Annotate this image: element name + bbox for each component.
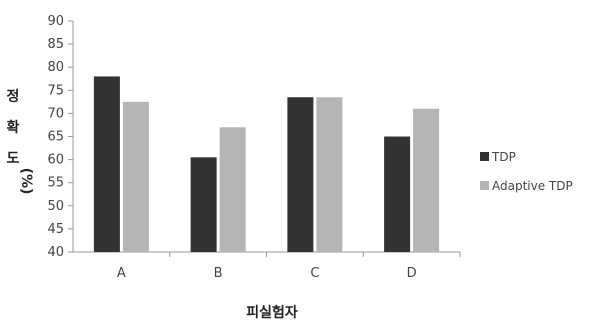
bar-adaptive-tdp <box>316 97 343 252</box>
y-axis-title: 정 확 도 (%) <box>7 88 34 194</box>
y-tick-label: 65 <box>47 130 64 145</box>
bar-adaptive-tdp <box>219 127 246 252</box>
bar-tdp <box>190 157 217 252</box>
legend-swatch-tdp <box>480 152 489 161</box>
legend-label-adaptive-tdp: Adaptive TDP <box>492 179 573 193</box>
bar-tdp <box>93 76 120 252</box>
bar-tdp <box>287 97 314 252</box>
bar-adaptive-tdp <box>122 101 149 252</box>
y-axis-title-part: 확 <box>7 119 20 136</box>
y-tick-label: 45 <box>47 222 64 237</box>
y-axis: 40 45 50 55 60 65 70 75 80 85 90 <box>47 14 74 260</box>
y-tick-label: 50 <box>47 199 64 214</box>
legend-label-tdp: TDP <box>491 150 516 164</box>
y-tick-label: 60 <box>47 153 64 168</box>
x-tick-label: A <box>117 266 126 281</box>
bar-tdp <box>384 136 411 252</box>
y-tick-label: 40 <box>47 245 64 260</box>
y-axis-title-part: (%) <box>18 168 34 195</box>
y-tick-label: 85 <box>47 37 64 52</box>
y-tick-label: 70 <box>47 106 64 121</box>
bar-adaptive-tdp <box>413 108 440 252</box>
y-tick-label: 80 <box>47 60 64 75</box>
x-tick-label: C <box>310 266 319 281</box>
x-tick-label: B <box>214 266 223 281</box>
bars <box>93 76 440 252</box>
x-tick-label: D <box>407 266 417 281</box>
x-axis: A B C D <box>73 251 461 281</box>
y-tick-label: 55 <box>47 176 64 191</box>
x-axis-title: 피실험자 <box>246 304 298 321</box>
y-axis-title-part: 도 <box>7 151 20 167</box>
y-tick-label: 75 <box>47 83 64 98</box>
legend: TDP Adaptive TDP <box>480 150 573 193</box>
y-axis-title-part: 정 <box>7 88 20 105</box>
legend-swatch-adaptive-tdp <box>480 181 489 190</box>
y-tick-label: 90 <box>47 14 64 29</box>
